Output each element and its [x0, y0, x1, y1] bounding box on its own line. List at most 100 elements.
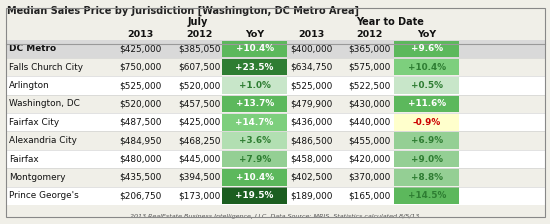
Bar — [6, 40, 544, 58]
Bar — [222, 59, 287, 75]
Text: $455,000: $455,000 — [349, 136, 390, 145]
Text: 2013: 2013 — [127, 30, 153, 39]
Text: $385,050: $385,050 — [178, 44, 221, 53]
Text: Alexandria City: Alexandria City — [9, 136, 76, 145]
Text: $206,750: $206,750 — [119, 191, 161, 200]
Text: Arlington: Arlington — [9, 81, 50, 90]
Text: 2013 RealEstate Business Intelligence, LLC. Data Source: MRIS. Statistics calcul: 2013 RealEstate Business Intelligence, L… — [130, 214, 420, 219]
Text: $365,000: $365,000 — [349, 44, 390, 53]
Text: $440,000: $440,000 — [349, 118, 390, 127]
Text: $189,000: $189,000 — [290, 191, 333, 200]
Text: $520,000: $520,000 — [119, 99, 161, 108]
Bar — [6, 150, 544, 168]
Bar — [394, 59, 459, 75]
Text: July: July — [188, 17, 208, 27]
Text: +9.0%: +9.0% — [411, 155, 443, 164]
Text: $520,000: $520,000 — [178, 81, 220, 90]
Text: $430,000: $430,000 — [349, 99, 390, 108]
Text: $634,750: $634,750 — [291, 63, 333, 72]
Text: +1.0%: +1.0% — [239, 81, 271, 90]
Bar — [6, 113, 544, 131]
Bar — [222, 114, 287, 131]
Bar — [394, 187, 459, 204]
Text: +6.9%: +6.9% — [411, 136, 443, 145]
Bar — [222, 96, 287, 112]
Bar — [222, 187, 287, 204]
Text: $457,500: $457,500 — [178, 99, 220, 108]
Bar — [222, 151, 287, 167]
Bar — [6, 58, 544, 76]
Text: $484,950: $484,950 — [119, 136, 162, 145]
Bar — [394, 77, 459, 94]
Text: 2012: 2012 — [356, 30, 383, 39]
Text: Year to Date: Year to Date — [356, 17, 425, 27]
Text: +9.6%: +9.6% — [411, 44, 443, 53]
Bar — [222, 41, 287, 57]
Bar — [6, 95, 544, 113]
Bar — [394, 114, 459, 131]
Bar — [6, 76, 544, 95]
Text: $425,000: $425,000 — [178, 118, 220, 127]
Text: $370,000: $370,000 — [349, 173, 390, 182]
Text: $480,000: $480,000 — [119, 155, 162, 164]
Text: +23.5%: +23.5% — [235, 63, 274, 72]
Text: $420,000: $420,000 — [349, 155, 390, 164]
Text: Fairfax City: Fairfax City — [9, 118, 59, 127]
Text: -0.9%: -0.9% — [412, 118, 441, 127]
Text: $436,000: $436,000 — [291, 118, 333, 127]
Text: $435,500: $435,500 — [119, 173, 161, 182]
Bar — [394, 132, 459, 149]
Text: $486,500: $486,500 — [290, 136, 333, 145]
Text: $468,250: $468,250 — [178, 136, 221, 145]
Bar — [394, 169, 459, 186]
Text: +14.7%: +14.7% — [235, 118, 274, 127]
Text: 2013: 2013 — [299, 30, 325, 39]
Text: $400,000: $400,000 — [291, 44, 333, 53]
Text: DC Metro: DC Metro — [9, 44, 56, 53]
Bar — [6, 168, 544, 187]
Text: Median Sales Price by Jurisdiction [Washington, DC Metro Area]: Median Sales Price by Jurisdiction [Wash… — [7, 6, 359, 16]
Text: +8.8%: +8.8% — [411, 173, 443, 182]
Text: Falls Church City: Falls Church City — [9, 63, 83, 72]
Text: 2012: 2012 — [186, 30, 212, 39]
Text: +11.6%: +11.6% — [408, 99, 446, 108]
Text: YoY: YoY — [245, 30, 264, 39]
Bar — [394, 151, 459, 167]
Text: $479,900: $479,900 — [291, 99, 333, 108]
Bar — [222, 169, 287, 186]
Text: +19.5%: +19.5% — [235, 191, 274, 200]
Text: +10.4%: +10.4% — [235, 173, 274, 182]
Text: +10.4%: +10.4% — [408, 63, 446, 72]
Text: +10.4%: +10.4% — [235, 44, 274, 53]
Text: $522,500: $522,500 — [349, 81, 390, 90]
Text: +7.9%: +7.9% — [239, 155, 271, 164]
Text: +3.6%: +3.6% — [239, 136, 271, 145]
Text: $525,000: $525,000 — [291, 81, 333, 90]
Text: Prince George's: Prince George's — [9, 191, 79, 200]
Text: $445,000: $445,000 — [178, 155, 220, 164]
Text: Montgomery: Montgomery — [9, 173, 65, 182]
Text: Washington, DC: Washington, DC — [9, 99, 80, 108]
Text: +0.5%: +0.5% — [411, 81, 443, 90]
Bar — [222, 77, 287, 94]
Text: $487,500: $487,500 — [119, 118, 162, 127]
Text: $394,500: $394,500 — [178, 173, 220, 182]
Bar — [6, 131, 544, 150]
Text: $607,500: $607,500 — [178, 63, 220, 72]
Text: $525,000: $525,000 — [119, 81, 161, 90]
Text: $425,000: $425,000 — [119, 44, 161, 53]
Text: Fairfax: Fairfax — [9, 155, 38, 164]
Text: +13.7%: +13.7% — [235, 99, 274, 108]
Text: +14.5%: +14.5% — [408, 191, 446, 200]
Text: $458,000: $458,000 — [290, 155, 333, 164]
Bar — [394, 96, 459, 112]
Bar — [222, 132, 287, 149]
Text: YoY: YoY — [417, 30, 436, 39]
Text: $173,000: $173,000 — [178, 191, 220, 200]
Text: $402,500: $402,500 — [291, 173, 333, 182]
Text: $575,000: $575,000 — [349, 63, 390, 72]
Text: $750,000: $750,000 — [119, 63, 161, 72]
Text: $165,000: $165,000 — [349, 191, 390, 200]
Bar — [6, 187, 544, 205]
Bar — [394, 41, 459, 57]
